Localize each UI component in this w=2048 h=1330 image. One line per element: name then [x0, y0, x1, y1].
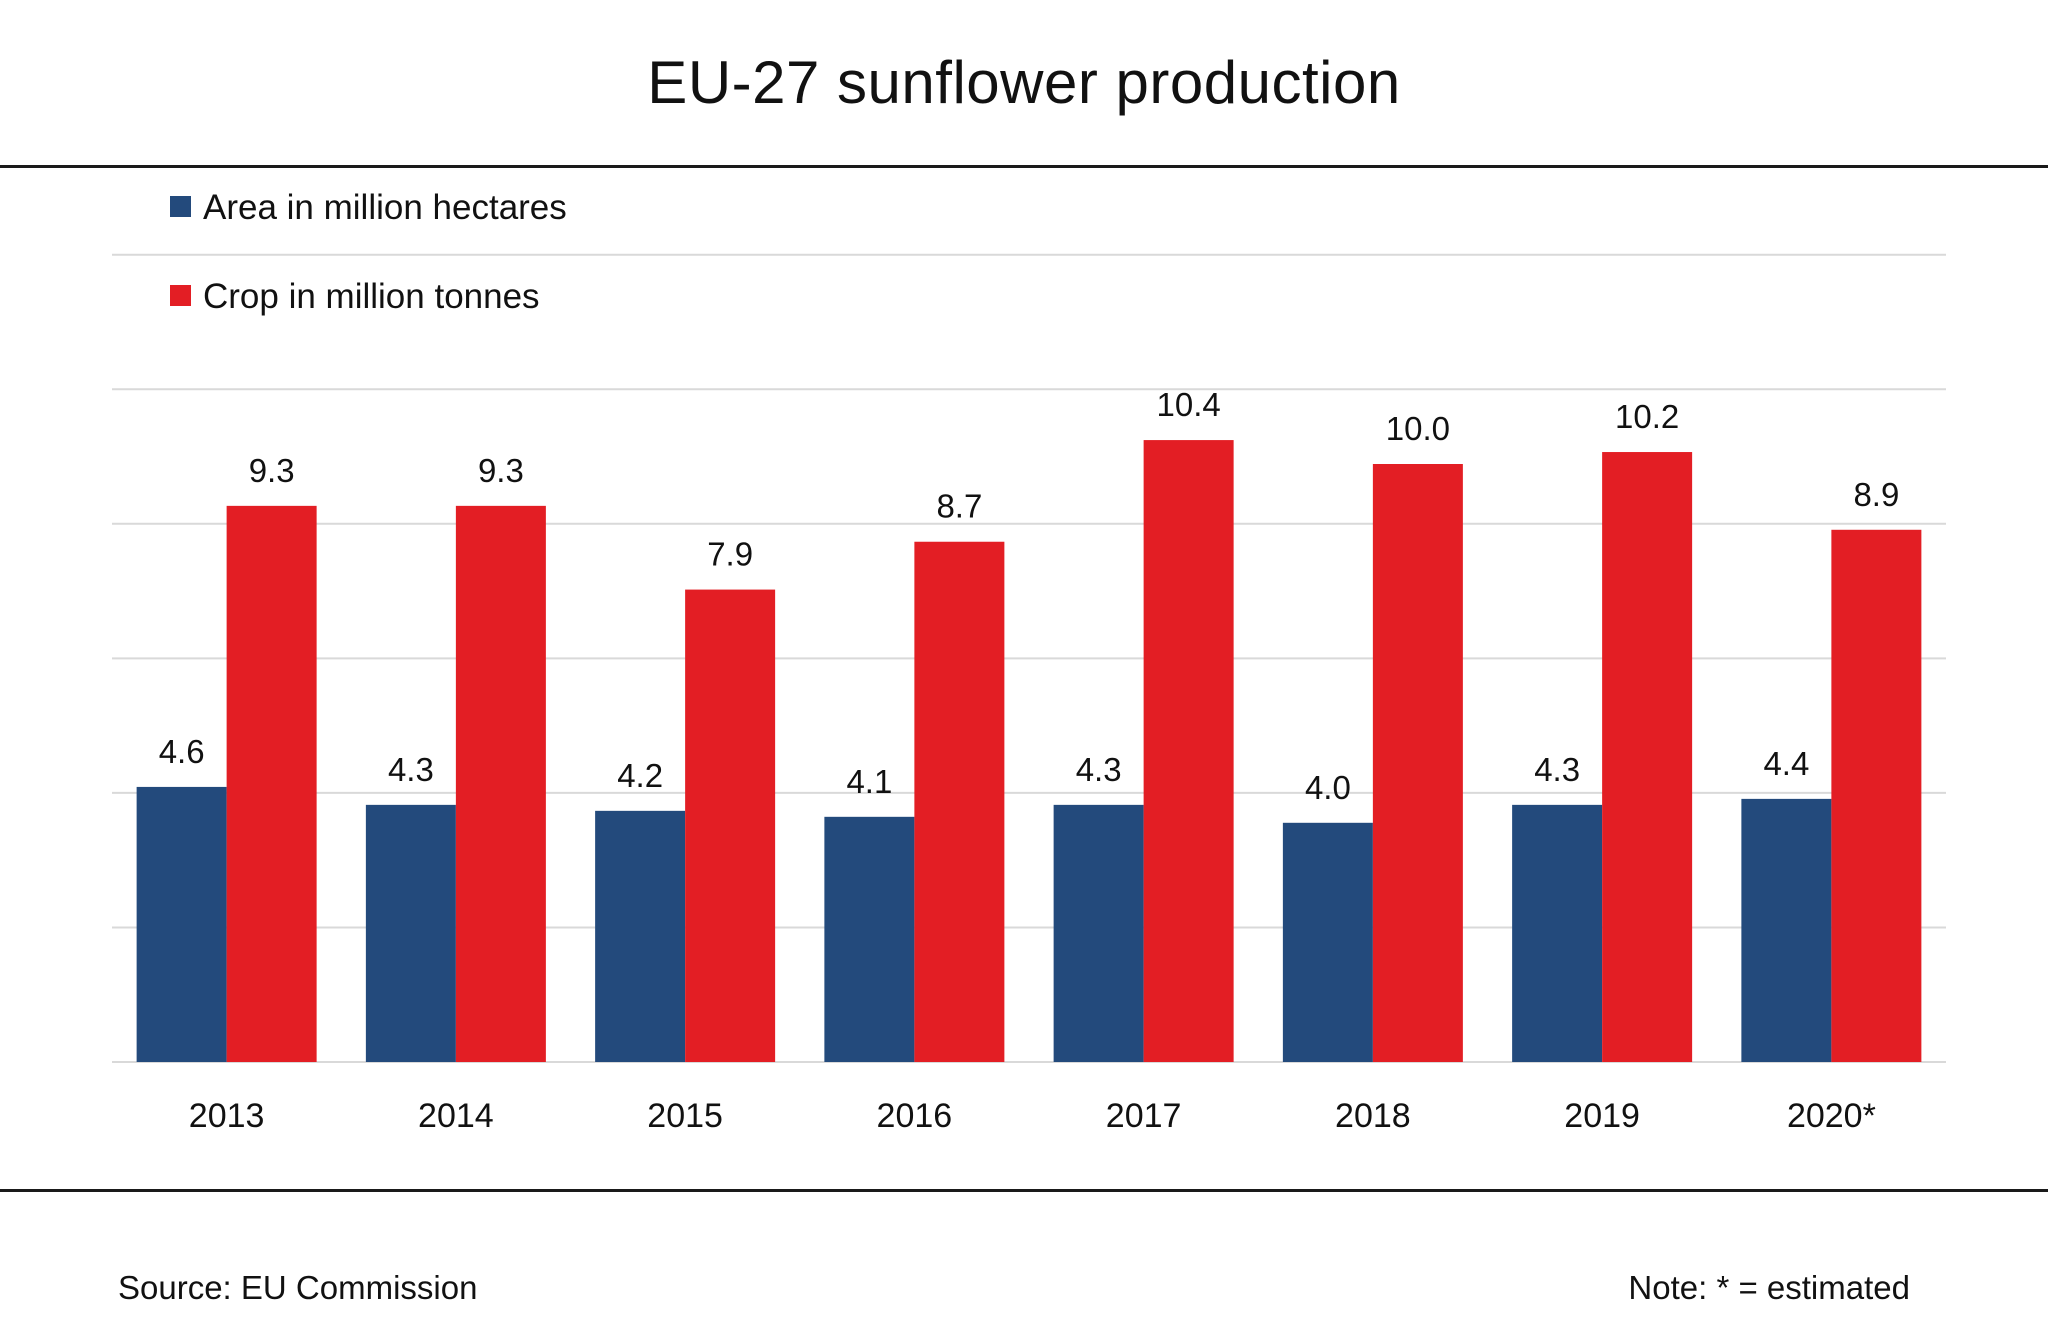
area-value-label-2019: 4.3	[1534, 751, 1580, 788]
crop-value-label-2020: 8.9	[1853, 476, 1899, 513]
legend: Area in million hectares Crop in million …	[170, 188, 567, 316]
legend-label-area: Area in million hectares	[203, 188, 567, 227]
crop-bar-2020	[1831, 529, 1922, 1062]
area-value-label-2018: 4.0	[1305, 769, 1351, 806]
source-note: Source: EU Commission	[118, 1269, 478, 1306]
area-value-label-2016: 4.1	[846, 763, 892, 800]
crop-value-label-2018: 10.0	[1386, 410, 1450, 447]
area-value-label-2014: 4.3	[388, 751, 434, 788]
x-tick-label-2013: 2013	[189, 1097, 265, 1135]
crop-value-label-2019: 10.2	[1615, 398, 1679, 435]
area-bar-2017	[1053, 804, 1144, 1062]
legend-label-crop: Crop in million tonnes	[203, 277, 540, 316]
crop-bar-2016	[914, 541, 1005, 1062]
crop-value-label-2017: 10.4	[1157, 386, 1221, 423]
crop-value-label-2016: 8.7	[936, 488, 982, 525]
crop-value-label-2014: 9.3	[478, 452, 524, 489]
area-bar-2019	[1512, 804, 1603, 1062]
chart-title: EU-27 sunflower production	[647, 49, 1401, 116]
legend-swatch-crop	[170, 285, 191, 306]
estimate-note: Note: * = estimated	[1628, 1269, 1910, 1306]
x-tick-label-2014: 2014	[418, 1097, 494, 1135]
x-axis-tick-labels: 2013 2014 2015 2016 2017 2018 2019 2020*	[189, 1097, 1876, 1135]
crop-bar-2017	[1143, 440, 1234, 1063]
crop-bar-2014	[455, 505, 546, 1062]
x-tick-label-2020: 2020*	[1787, 1097, 1876, 1135]
x-tick-label-2015: 2015	[647, 1097, 723, 1135]
bars	[136, 440, 1922, 1063]
crop-bar-2015	[685, 589, 776, 1062]
area-value-label-2013: 4.6	[159, 733, 205, 770]
bottom-divider	[0, 1189, 2048, 1192]
data-labels: 4.6 9.3 4.3 9.3 4.2 7.9 4.1 8.7 4.3 10.4 4.0 10.0 4.…	[159, 386, 1900, 806]
area-value-label-2017: 4.3	[1076, 751, 1122, 788]
x-tick-label-2018: 2018	[1335, 1097, 1411, 1135]
area-value-label-2015: 4.2	[617, 757, 663, 794]
top-divider	[0, 165, 2048, 168]
area-bar-2014	[365, 804, 456, 1062]
x-tick-label-2017: 2017	[1106, 1097, 1182, 1135]
area-bar-2013	[136, 786, 227, 1062]
area-bar-2020	[1741, 798, 1832, 1062]
x-tick-label-2019: 2019	[1564, 1097, 1640, 1135]
crop-bar-2013	[226, 505, 317, 1062]
legend-swatch-area	[170, 196, 191, 217]
area-value-label-2020: 4.4	[1763, 745, 1809, 782]
area-bar-2016	[824, 816, 915, 1062]
area-bar-2015	[595, 810, 686, 1062]
x-tick-label-2016: 2016	[877, 1097, 953, 1135]
crop-bar-2018	[1372, 464, 1463, 1062]
crop-value-label-2015: 7.9	[707, 536, 753, 573]
crop-bar-2019	[1602, 452, 1693, 1062]
area-bar-2018	[1282, 822, 1373, 1062]
crop-value-label-2013: 9.3	[249, 452, 295, 489]
